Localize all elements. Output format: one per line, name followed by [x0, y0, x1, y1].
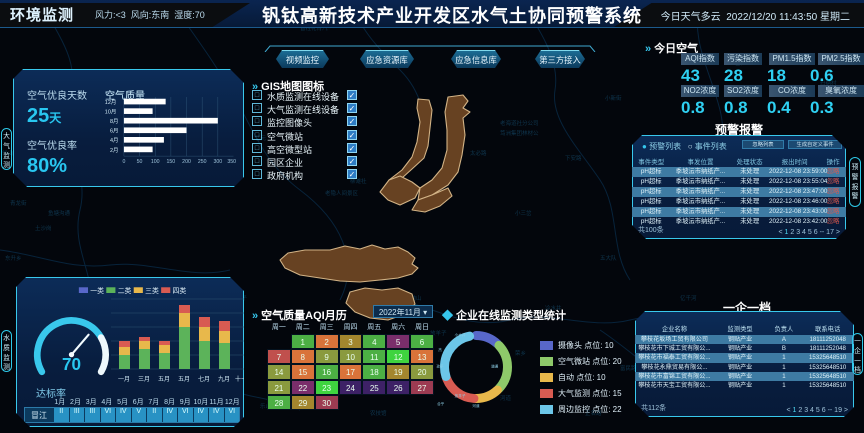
svg-text:五大队: 五大队 — [600, 254, 617, 262]
svg-text:小三岔: 小三岔 — [515, 209, 532, 217]
svg-text:100: 100 — [151, 159, 160, 165]
svg-text:合乎: 合乎 — [437, 401, 445, 406]
svg-text:大地山: 大地山 — [405, 294, 422, 302]
svg-text:老隐人间景区: 老隐人间景区 — [325, 189, 359, 197]
svg-text:200: 200 — [182, 159, 191, 165]
svg-text:老海道社分公司: 老海道社分公司 — [500, 119, 539, 127]
svg-text:四类: 四类 — [173, 286, 187, 295]
svg-text:4月: 4月 — [110, 137, 119, 144]
svg-text:鱼塘沟通: 鱼塘沟通 — [48, 209, 71, 217]
svg-text:五月: 五月 — [178, 376, 190, 383]
svg-text:青龙街: 青龙街 — [10, 199, 27, 207]
svg-text:七月: 七月 — [198, 375, 210, 383]
svg-text:三类: 三类 — [145, 286, 159, 295]
svg-text:杰: 杰 — [438, 347, 442, 352]
svg-text:350: 350 — [227, 159, 236, 165]
svg-text:12月: 12月 — [105, 99, 117, 106]
svg-text:一月: 一月 — [118, 376, 130, 383]
svg-text:10月: 10月 — [105, 109, 117, 116]
svg-text:笃洲集团林材公: 笃洲集团林材公 — [500, 129, 539, 137]
svg-text:下安路: 下安路 — [565, 154, 582, 162]
svg-text:富民路: 富民路 — [620, 364, 637, 372]
svg-text:玫乎: 玫乎 — [436, 364, 444, 369]
svg-text:二类: 二类 — [118, 286, 132, 295]
svg-text:150: 150 — [167, 159, 176, 165]
svg-text:小新街: 小新街 — [605, 94, 622, 102]
svg-text:农技馆: 农技馆 — [370, 409, 387, 417]
svg-text:道通: 道通 — [491, 364, 499, 369]
svg-text:50: 50 — [137, 159, 143, 165]
svg-text:东升乡: 东升乡 — [5, 254, 22, 262]
svg-text:2月: 2月 — [110, 147, 119, 154]
svg-text:小水井: 小水井 — [455, 332, 466, 337]
svg-text:土沙岗: 土沙岗 — [35, 224, 52, 232]
svg-text:河道: 河道 — [472, 403, 480, 408]
svg-text:九月: 九月 — [218, 375, 230, 383]
svg-text:三月: 三月 — [138, 376, 150, 383]
svg-text:五月: 五月 — [158, 376, 170, 383]
svg-text:一类: 一类 — [90, 286, 104, 295]
svg-text:70: 70 — [62, 355, 81, 374]
svg-text:6月: 6月 — [110, 128, 119, 135]
svg-text:太必路: 太必路 — [470, 149, 487, 157]
svg-text:250: 250 — [198, 159, 207, 165]
svg-text:8月: 8月 — [110, 118, 119, 125]
svg-text:300: 300 — [213, 159, 222, 165]
svg-text:0: 0 — [122, 159, 125, 165]
svg-text:放羊子: 放羊子 — [455, 393, 466, 398]
